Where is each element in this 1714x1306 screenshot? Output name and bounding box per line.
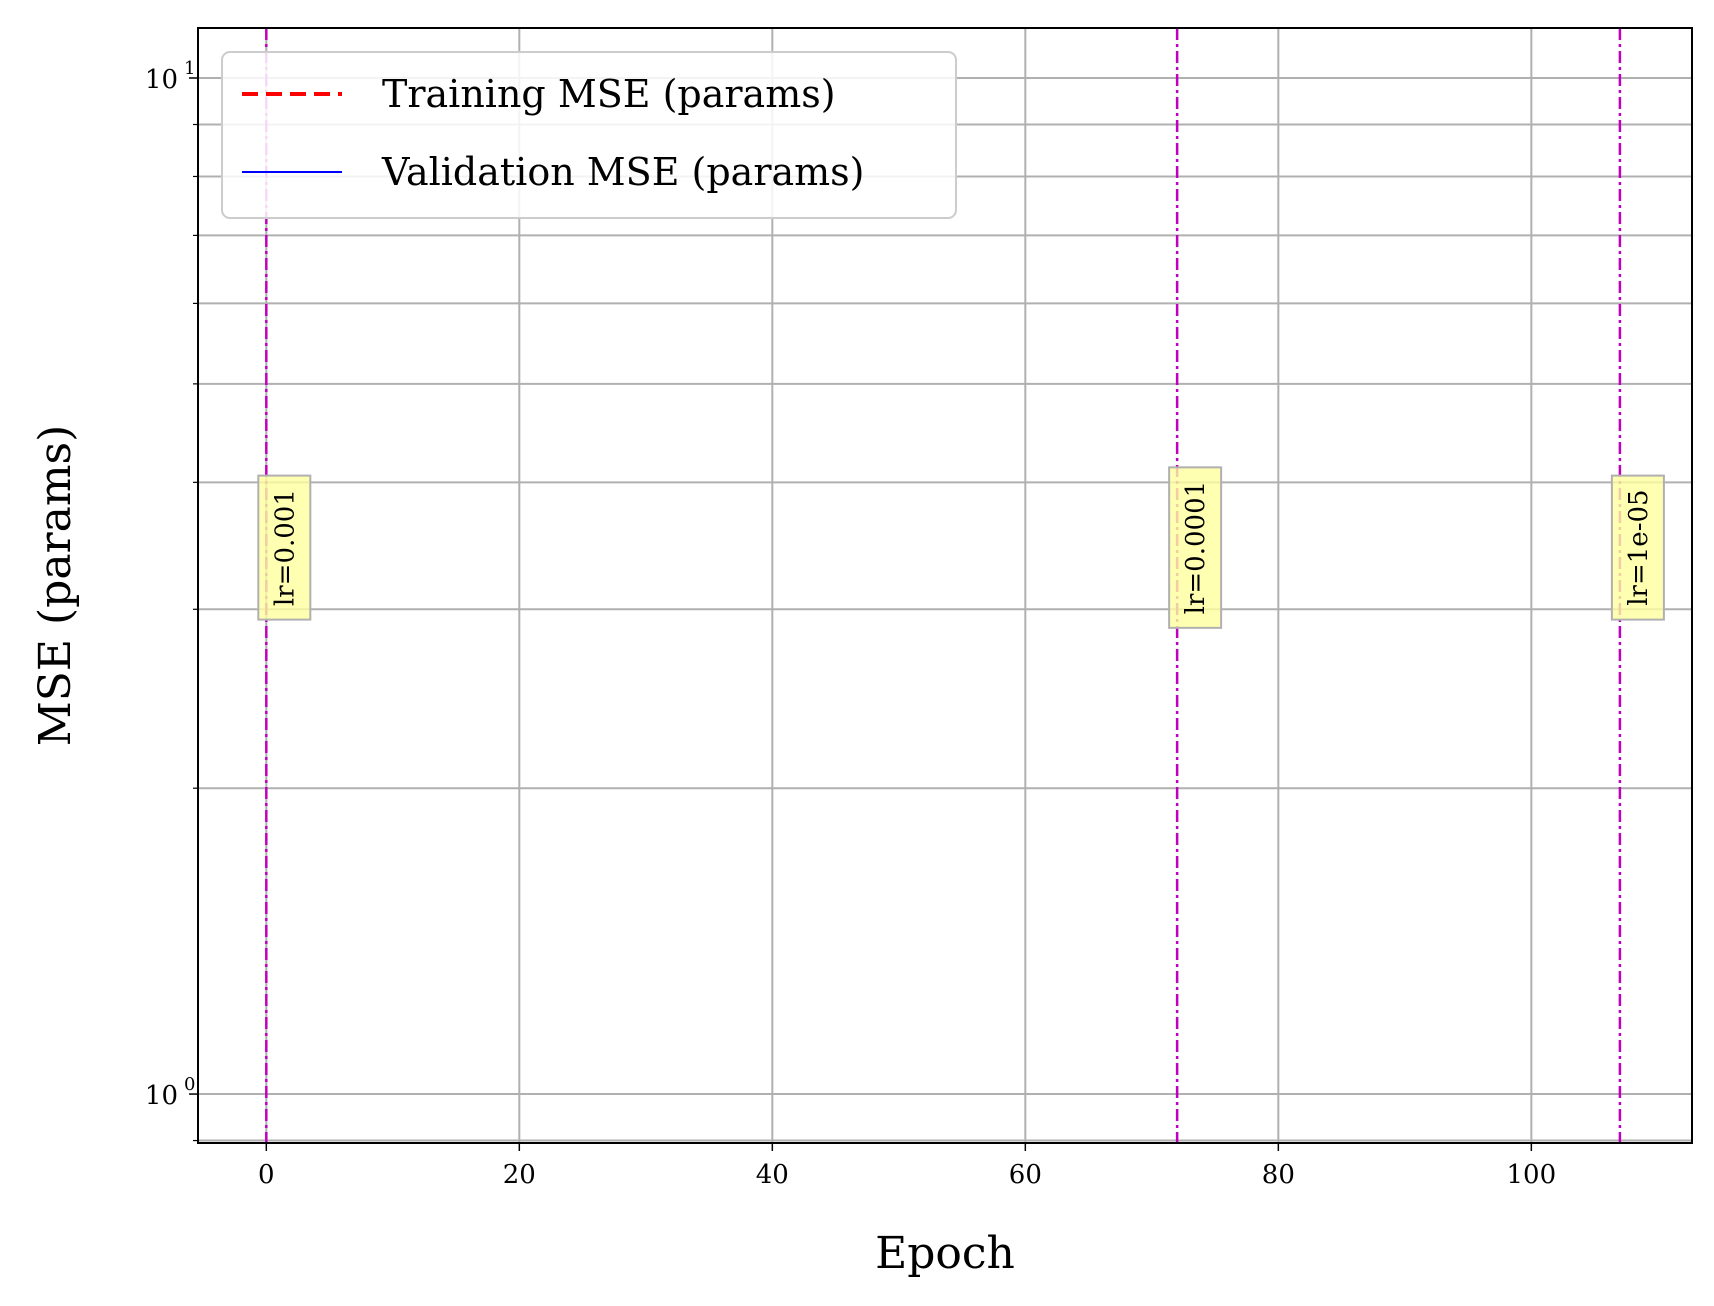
lr-annotation: lr=0.0001 [1168,466,1223,629]
y-tick-base: 10 [145,65,178,95]
lr-annotation-label: lr=0.001 [270,489,300,606]
lr-annotation-box [1168,466,1223,629]
x-tick-label: 60 [1009,1160,1042,1190]
y-tick-base: 10 [145,1081,178,1111]
legend: Training MSE (params) Validation MSE (par… [221,51,957,219]
y-tick-exponent: 0 [184,1074,195,1095]
legend-box [221,51,957,219]
lr-annotations: lr=0.001 lr=0.0001 lr=1e-05 [257,466,1665,629]
legend-entry-label: Validation MSE (params) [381,150,865,194]
x-tick-label: 80 [1262,1160,1295,1190]
x-tick-label: 40 [756,1160,789,1190]
x-tick-label: 20 [503,1160,536,1190]
y-tick-exponent: 1 [184,58,195,79]
lr-annotation-label: lr=1e-05 [1624,489,1654,605]
y-axis-label: MSE (params) [30,425,81,747]
lr-annotation: lr=0.001 [257,474,312,621]
y-tick-label: 10 1 [145,58,196,95]
x-tick-label: 100 [1507,1160,1557,1190]
x-tick-label: 0 [258,1160,275,1190]
legend-entry-label: Training MSE (params) [382,72,836,116]
plot-frame [197,27,1693,1144]
lr-annotation-label: lr=0.0001 [1181,481,1211,615]
x-axis-label: Epoch [875,1228,1015,1279]
lr-annotation-box [1610,474,1665,621]
lr-annotation: lr=1e-05 [1610,474,1665,621]
y-tick-label: 10 0 [145,1074,196,1111]
y-axis-ticks: 10 0 10 1 [145,58,198,1142]
x-axis-ticks: 0 20 40 60 80 100 [258,1143,1556,1190]
lr-annotation-box [257,474,312,621]
